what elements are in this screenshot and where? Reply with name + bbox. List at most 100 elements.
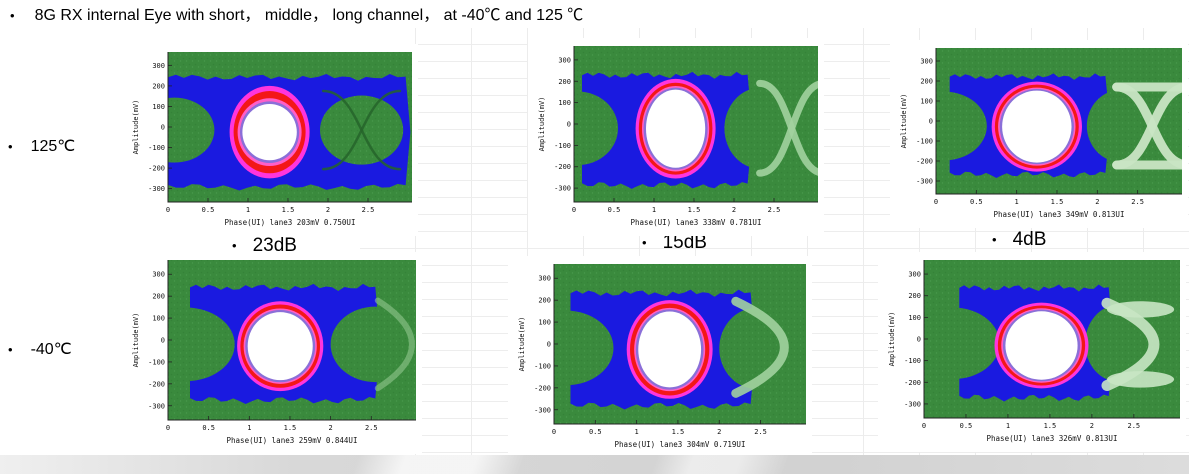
eye-diagram-125c-4db: 0 0.5 1 1.5 2 2.5 300 200 100 0 -100 -200 -300 Amplit… xyxy=(890,40,1188,228)
svg-text:-300: -300 xyxy=(916,178,933,186)
svg-text:100: 100 xyxy=(558,99,571,107)
svg-text:300: 300 xyxy=(538,275,551,283)
svg-text:2: 2 xyxy=(1095,198,1099,206)
svg-text:0.5: 0.5 xyxy=(202,424,215,432)
svg-text:300: 300 xyxy=(152,271,165,279)
eye-diagram-svg: 0 0.5 1 1.5 2 2.5 300 200 100 0 -100 -200 -300 Amplit… xyxy=(518,264,806,449)
eye-diagram-svg: 0 0.5 1 1.5 2 2.5 300 200 100 0 -100 -200 -300 Amplit… xyxy=(888,260,1180,443)
row-label-text: -40℃ xyxy=(30,341,72,358)
row-label-125c: • 125℃ xyxy=(8,136,75,158)
svg-text:-200: -200 xyxy=(534,384,551,392)
svg-text:-100: -100 xyxy=(148,144,165,152)
svg-text:2.5: 2.5 xyxy=(768,206,781,214)
svg-text:2: 2 xyxy=(326,206,330,214)
svg-text:2.5: 2.5 xyxy=(365,424,378,432)
svg-text:Phase(UI) lane3 326mV 0.813UI: Phase(UI) lane3 326mV 0.813UI xyxy=(987,434,1118,443)
svg-text:1.5: 1.5 xyxy=(672,428,685,436)
svg-text:0: 0 xyxy=(929,118,933,126)
svg-text:0.5: 0.5 xyxy=(608,206,621,214)
col-label-bullet: • xyxy=(642,235,647,250)
row-label-text: 125℃ xyxy=(30,138,76,155)
svg-text:200: 200 xyxy=(152,82,165,90)
svg-text:200: 200 xyxy=(908,292,921,300)
svg-text:-300: -300 xyxy=(904,400,921,408)
svg-text:-300: -300 xyxy=(534,406,551,414)
page-title: 8G RX internal Eye with short， middle， l… xyxy=(34,7,584,24)
svg-text:-300: -300 xyxy=(554,185,571,193)
col-label-text: 4dB xyxy=(1012,229,1047,250)
svg-text:-300: -300 xyxy=(148,402,165,410)
svg-text:0.5: 0.5 xyxy=(202,206,215,214)
svg-text:0: 0 xyxy=(161,337,165,345)
svg-text:0: 0 xyxy=(166,424,170,432)
svg-text:100: 100 xyxy=(152,315,165,323)
svg-text:1: 1 xyxy=(1015,198,1019,206)
svg-text:1.5: 1.5 xyxy=(284,424,297,432)
col-label-bullet: • xyxy=(992,232,997,247)
svg-text:0: 0 xyxy=(547,341,551,349)
svg-text:Amplitude(mV): Amplitude(mV) xyxy=(538,97,546,152)
svg-text:Amplitude(mV): Amplitude(mV) xyxy=(132,313,140,368)
col-label-text: 15dB xyxy=(662,232,707,253)
row-label-minus40c: • -40℃ xyxy=(8,339,72,361)
svg-text:2.5: 2.5 xyxy=(362,206,375,214)
svg-text:1: 1 xyxy=(1006,422,1010,430)
svg-text:1.5: 1.5 xyxy=(1051,198,1064,206)
svg-text:1.5: 1.5 xyxy=(282,206,295,214)
footer-band xyxy=(0,455,1189,474)
svg-text:Phase(UI) lane3 304mV 0.719UI: Phase(UI) lane3 304mV 0.719UI xyxy=(615,440,746,449)
svg-text:1.5: 1.5 xyxy=(688,206,701,214)
svg-text:200: 200 xyxy=(152,293,165,301)
svg-text:0: 0 xyxy=(166,206,170,214)
svg-text:300: 300 xyxy=(152,62,165,70)
svg-text:0: 0 xyxy=(572,206,576,214)
eye-diagram-minus40c-23db: 0 0.5 1 1.5 2 2.5 300 200 100 0 -100 -200 -300 Amplit… xyxy=(122,252,422,454)
svg-text:0.5: 0.5 xyxy=(589,428,602,436)
svg-text:1: 1 xyxy=(246,206,250,214)
eye-diagram-svg: 0 0.5 1 1.5 2 2.5 300 200 100 0 -100 -200 -300 Amplit… xyxy=(132,52,412,227)
eye-diagram-125c-23db: 0 0.5 1 1.5 2 2.5 300 200 100 0 -100 -200 -300 Amplit… xyxy=(122,44,418,236)
col-label-4db: • 4dB xyxy=(992,228,1046,252)
col-label-text: 23dB xyxy=(252,235,297,256)
svg-text:1: 1 xyxy=(247,424,251,432)
row-label-bullet: • xyxy=(8,139,13,154)
eye-diagram-125c-15db: 0 0.5 1 1.5 2 2.5 300 200 100 0 -100 -200 -300 Amplit… xyxy=(528,38,824,236)
svg-text:0.5: 0.5 xyxy=(970,198,983,206)
slide-title-row: • 8G RX internal Eye with short， middle，… xyxy=(10,5,583,27)
svg-text:100: 100 xyxy=(920,98,933,106)
svg-text:Phase(UI) lane3 349mV 0.813UI: Phase(UI) lane3 349mV 0.813UI xyxy=(994,210,1125,219)
svg-text:2: 2 xyxy=(732,206,736,214)
svg-text:Amplitude(mV): Amplitude(mV) xyxy=(888,312,896,367)
svg-text:1: 1 xyxy=(652,206,656,214)
svg-text:2: 2 xyxy=(717,428,721,436)
svg-text:-200: -200 xyxy=(148,165,165,173)
col-label-23db: • 23dB xyxy=(232,234,297,258)
svg-text:0: 0 xyxy=(567,121,571,129)
svg-text:Phase(UI) lane3 203mV 0.750UI: Phase(UI) lane3 203mV 0.750UI xyxy=(225,218,356,227)
svg-text:-200: -200 xyxy=(916,158,933,166)
svg-text:300: 300 xyxy=(908,271,921,279)
svg-text:100: 100 xyxy=(908,314,921,322)
svg-text:0.5: 0.5 xyxy=(960,422,973,430)
svg-text:-300: -300 xyxy=(148,185,165,193)
svg-text:2.5: 2.5 xyxy=(1128,422,1141,430)
eye-diagram-minus40c-15db: 0 0.5 1 1.5 2 2.5 300 200 100 0 -100 -200 -300 Amplit… xyxy=(508,256,812,458)
svg-text:-100: -100 xyxy=(904,357,921,365)
svg-text:Amplitude(mV): Amplitude(mV) xyxy=(900,94,908,149)
svg-text:Phase(UI) lane3 338mV 0.781UI: Phase(UI) lane3 338mV 0.781UI xyxy=(631,218,762,227)
svg-text:-100: -100 xyxy=(534,362,551,370)
col-label-bullet: • xyxy=(232,238,237,253)
row-label-bullet: • xyxy=(8,342,13,357)
svg-text:1.5: 1.5 xyxy=(1044,422,1057,430)
svg-text:300: 300 xyxy=(558,56,571,64)
svg-text:1: 1 xyxy=(635,428,639,436)
svg-text:0: 0 xyxy=(161,124,165,132)
svg-text:-100: -100 xyxy=(148,358,165,366)
svg-text:200: 200 xyxy=(538,297,551,305)
svg-text:2.5: 2.5 xyxy=(754,428,767,436)
svg-text:Amplitude(mV): Amplitude(mV) xyxy=(132,100,140,155)
svg-text:2.5: 2.5 xyxy=(1131,198,1144,206)
svg-text:Phase(UI) lane3 259mV 0.844UI: Phase(UI) lane3 259mV 0.844UI xyxy=(227,436,358,445)
svg-text:2: 2 xyxy=(1090,422,1094,430)
